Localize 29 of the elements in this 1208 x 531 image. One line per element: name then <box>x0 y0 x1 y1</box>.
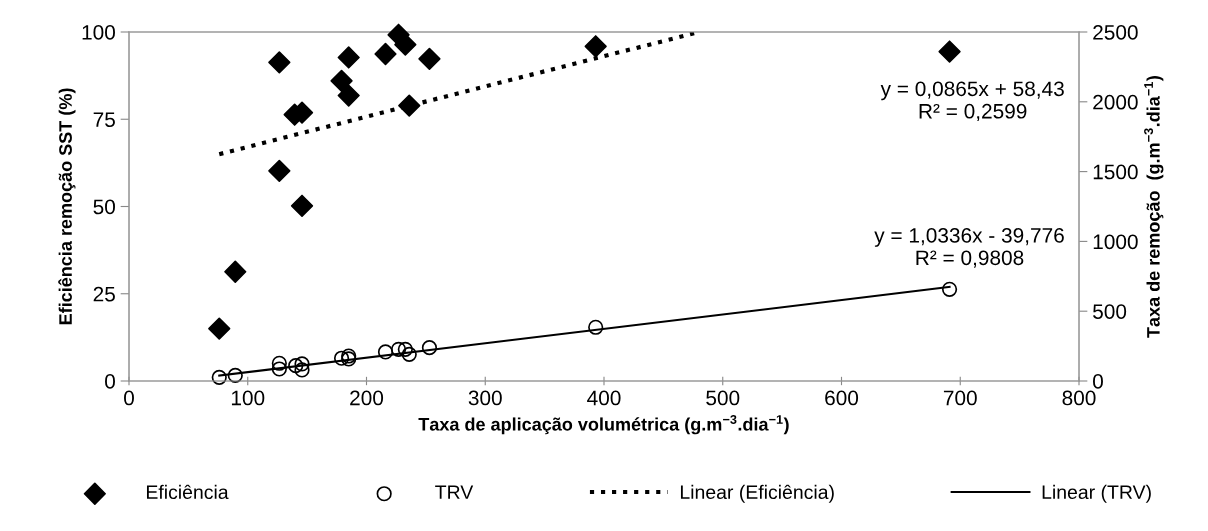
y-tick-label: 50 <box>93 199 115 215</box>
x-tick-label: 0 <box>124 390 134 406</box>
legend-label: Linear (Eficiência) <box>680 484 834 503</box>
y2-tick-label: 1500 <box>1093 164 1138 180</box>
annotation: y = 1,0336x - 39,776 R² = 0,9808 <box>874 228 1064 268</box>
y2-tick-label: 2500 <box>1093 25 1138 40</box>
x-tick-label: 300 <box>468 390 502 406</box>
legend-label: TRV <box>435 485 474 499</box>
y2-tick-label: 500 <box>1093 304 1127 319</box>
y2-tick-label: 2000 <box>1093 94 1138 110</box>
annotation: y = 0,0865x + 58,43 R² = 0,2599 <box>880 81 1064 122</box>
x-tick-label: 200 <box>350 390 384 406</box>
y-tick-label: 25 <box>93 286 115 302</box>
y2-axis-title: Taxa de remoção (g.m$^{−3}$.dia$^{−1}$) <box>1144 76 1164 338</box>
x-tick-label: 400 <box>587 390 621 406</box>
x-tick-label: 800 <box>1062 390 1096 406</box>
y-axis-title: Eficiência remoção SST (%) <box>58 88 76 325</box>
legend-label: Linear (TRV) <box>1042 484 1151 503</box>
y2-tick-label: 0 <box>1093 374 1103 389</box>
y-tick-label: 75 <box>93 112 115 127</box>
y-tick-label: 0 <box>105 374 115 389</box>
legend-label: Eficiência <box>146 484 229 500</box>
x-axis-title: Taxa de aplicação volumétrica (g.m$^{−3}$.dia$^{−1}$) <box>418 415 789 435</box>
x-tick-label: 600 <box>825 390 859 406</box>
y-tick-label: 100 <box>82 25 115 40</box>
y2-tick-label: 1000 <box>1093 234 1138 250</box>
x-tick-label: 700 <box>943 390 977 406</box>
x-tick-label: 500 <box>706 390 740 406</box>
x-tick-label: 100 <box>231 390 265 406</box>
